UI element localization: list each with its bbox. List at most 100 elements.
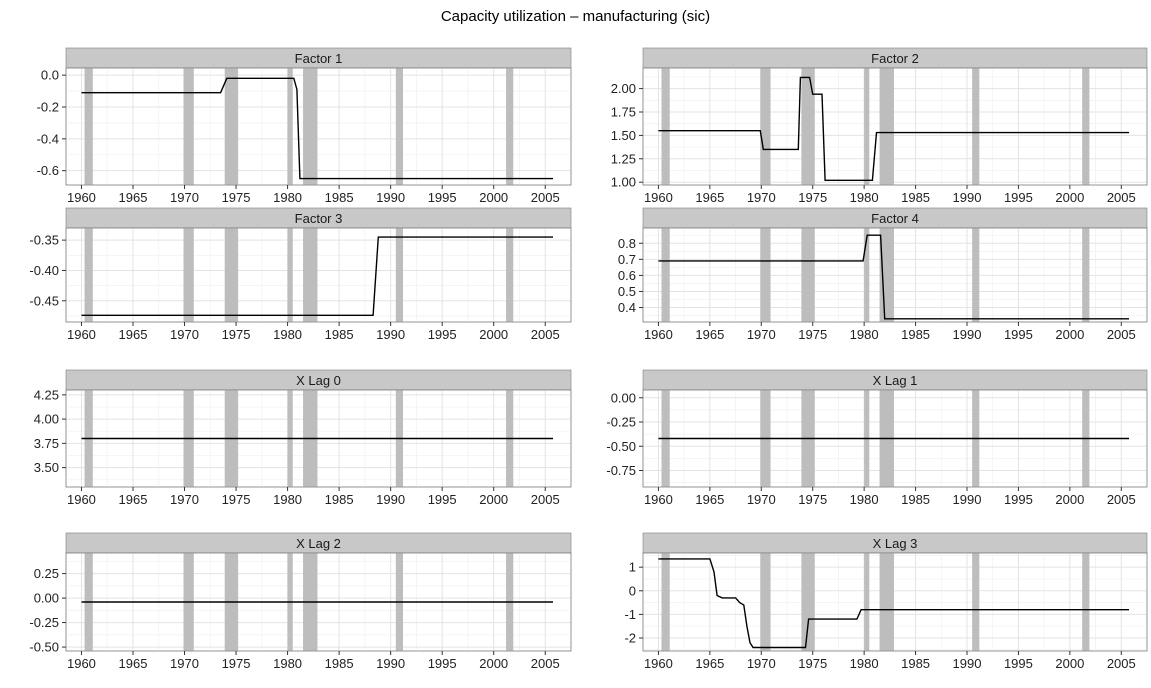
- y-tick-label: -0.50: [29, 640, 59, 655]
- panel-label: X Lag 0: [296, 373, 341, 388]
- x-tick-label: 1970: [170, 492, 199, 507]
- panel-background: [65, 227, 572, 323]
- x-tick-label: 1965: [119, 327, 148, 342]
- recession-band: [801, 553, 815, 651]
- recession-band: [879, 553, 894, 651]
- x-tick-label: 1980: [850, 327, 879, 342]
- panel-factor-4: Factor 4 0.80.70.60.50.4 1960 1965 1970 1975 1…: [618, 207, 1148, 342]
- recession-band: [303, 68, 318, 185]
- y-tick-label: 0.6: [618, 268, 636, 283]
- x-tick-label: 1975: [222, 327, 251, 342]
- x-tick-label: 1980: [850, 492, 879, 507]
- recession-band: [972, 228, 980, 322]
- y-tick-label: -0.50: [606, 439, 636, 454]
- x-tick-label: 1970: [747, 190, 776, 205]
- y-tick-label: 1.75: [611, 104, 636, 119]
- x-tick-label: 1970: [747, 656, 776, 671]
- recession-band: [972, 553, 980, 651]
- panel-background: [642, 552, 1148, 652]
- recession-band: [287, 228, 293, 322]
- x-tick-label: 1990: [376, 492, 405, 507]
- x-tick-label: 1985: [325, 656, 354, 671]
- x-tick-label: 1990: [953, 190, 982, 205]
- x-tick-label: 1980: [273, 492, 302, 507]
- recession-band: [801, 228, 815, 322]
- x-tick-label: 1960: [67, 190, 96, 205]
- panel-border: [65, 227, 572, 323]
- x-tick-label: 1970: [170, 656, 199, 671]
- x-tick-label: 1970: [747, 492, 776, 507]
- x-tick-label: 1980: [850, 656, 879, 671]
- panel-label: Factor 1: [295, 51, 343, 66]
- recession-band: [801, 68, 815, 185]
- recession-band: [1082, 553, 1090, 651]
- x-tick-label: 1995: [1004, 492, 1033, 507]
- y-tick-label: 4.25: [34, 387, 59, 402]
- x-tick-label: 1960: [67, 492, 96, 507]
- y-tick-label: 1.00: [611, 175, 636, 190]
- panel-label: X Lag 3: [873, 536, 918, 551]
- recession-band: [506, 228, 514, 322]
- x-tick-label: 1960: [644, 327, 673, 342]
- panel-x-lag-1: X Lag 1 0.00 -0.25 -0.50 -0.75 1960 1965 1970 19…: [606, 369, 1148, 507]
- panel-x-lag-0: X Lag 0 4.25 4.00 3.75 3.50 1960 1965 1970 1975 1…: [34, 369, 572, 507]
- recession-band: [661, 68, 670, 185]
- x-tick-label: 2005: [1107, 492, 1136, 507]
- x-tick-label: 2005: [1107, 190, 1136, 205]
- x-tick-label: 2005: [1107, 656, 1136, 671]
- x-tick-label: 1965: [695, 656, 724, 671]
- x-tick-label: 1975: [222, 656, 251, 671]
- panel-factor-2: Factor 2 2.00 1.75 1.50 1.25 1.00 1960 1965 1970…: [611, 47, 1148, 205]
- recession-band: [183, 68, 194, 185]
- x-tick-label: 1965: [119, 656, 148, 671]
- recession-band: [183, 228, 194, 322]
- x-tick-label: 2005: [531, 492, 560, 507]
- y-tick-label: 3.50: [34, 460, 59, 475]
- recession-band: [760, 68, 771, 185]
- x-tick-label: 1995: [428, 190, 457, 205]
- x-tick-label: 1965: [695, 492, 724, 507]
- x-tick-label: 1965: [119, 492, 148, 507]
- x-tick-label: 1995: [1004, 656, 1033, 671]
- series-line: [658, 558, 1129, 649]
- x-tick-label: 1990: [953, 656, 982, 671]
- panel-label: Factor 4: [871, 211, 919, 226]
- x-tick-label: 1965: [695, 327, 724, 342]
- x-tick-label: 1990: [376, 190, 405, 205]
- panel-label: X Lag 2: [296, 536, 341, 551]
- panel-border: [65, 67, 572, 186]
- series-line: [658, 234, 1129, 320]
- y-tick-label: 0.8: [618, 236, 636, 251]
- y-tick-label: -2: [624, 631, 636, 646]
- x-tick-label: 2000: [1055, 492, 1084, 507]
- x-tick-label: 2005: [531, 656, 560, 671]
- x-tick-label: 2005: [531, 327, 560, 342]
- panel-border: [642, 552, 1148, 652]
- y-tick-label: 0.00: [611, 390, 636, 405]
- y-tick-label: 0.25: [34, 566, 59, 581]
- x-tick-label: 1960: [644, 656, 673, 671]
- x-tick-label: 1965: [695, 190, 724, 205]
- x-tick-label: 2000: [1055, 190, 1084, 205]
- y-tick-label: -0.2: [37, 100, 59, 115]
- panel-x-lag-2: X Lag 2 0.25 0.00 -0.25 -0.50 1960 1965 1970 197…: [29, 532, 572, 671]
- y-tick-label: -0.25: [606, 415, 636, 430]
- panel-background: [642, 67, 1148, 186]
- x-tick-label: 1965: [119, 190, 148, 205]
- x-tick-label: 1975: [798, 492, 827, 507]
- recession-band: [395, 68, 404, 185]
- x-tick-label: 1995: [428, 327, 457, 342]
- panel-label: X Lag 1: [873, 373, 918, 388]
- x-tick-label: 1990: [376, 656, 405, 671]
- x-tick-label: 1960: [67, 327, 96, 342]
- recession-band: [661, 228, 670, 322]
- x-tick-label: 1995: [1004, 190, 1033, 205]
- y-tick-label: 0.7: [618, 252, 636, 267]
- recession-band: [84, 228, 93, 322]
- y-tick-label: 3.75: [34, 436, 59, 451]
- panel-label: Factor 3: [295, 211, 343, 226]
- x-tick-label: 1995: [428, 656, 457, 671]
- y-tick-label: 1.25: [611, 151, 636, 166]
- series-line: [658, 76, 1129, 181]
